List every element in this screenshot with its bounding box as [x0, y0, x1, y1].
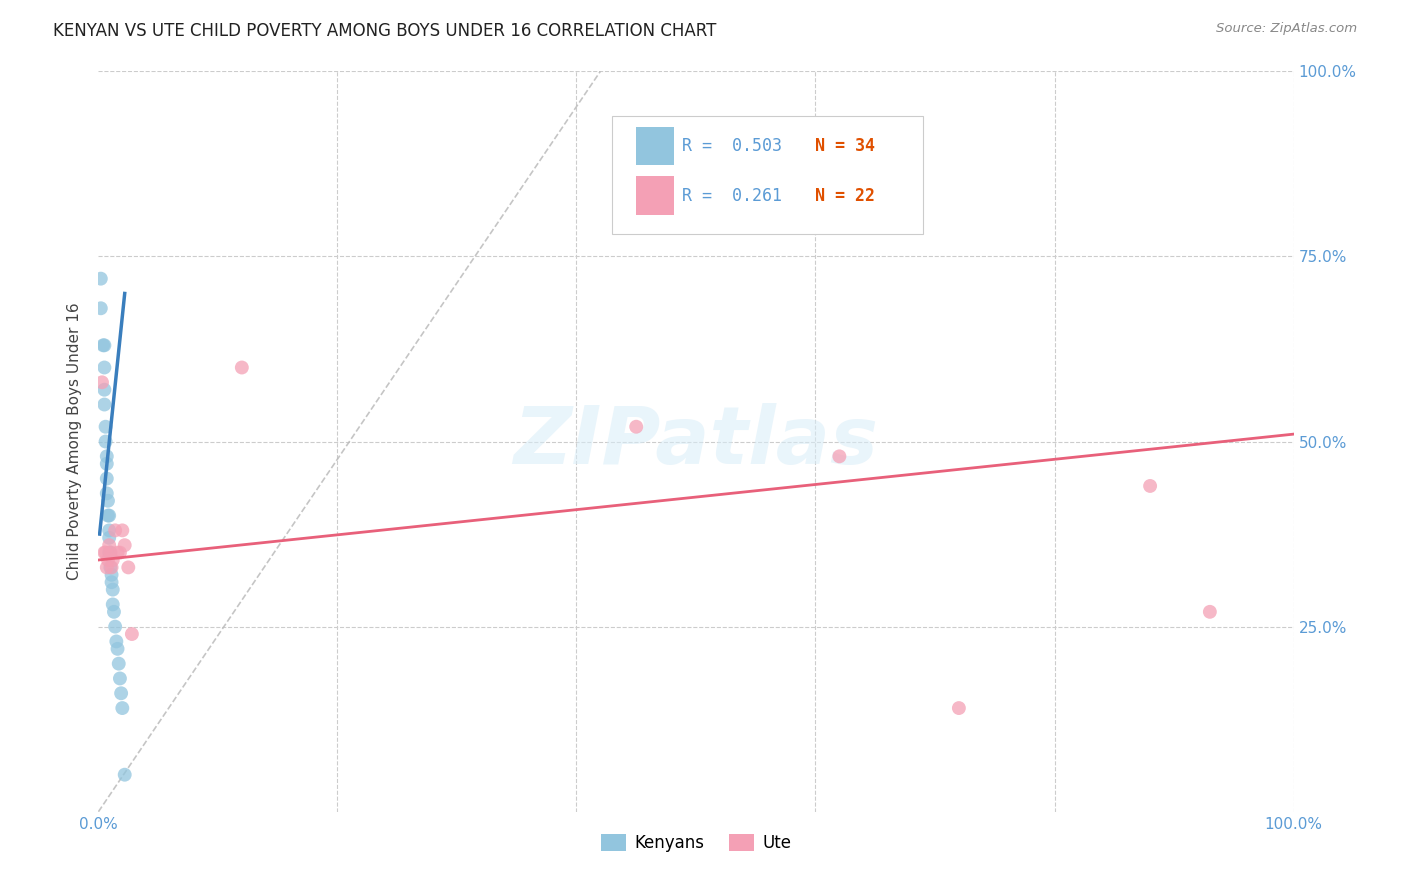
Point: [98, 524, 121, 538]
Text: R =  0.503: R = 0.503: [682, 137, 782, 155]
Text: Source: ZipAtlas.com: Source: ZipAtlas.com: [1216, 22, 1357, 36]
Point: [97, 493, 120, 508]
Point: [98, 560, 122, 574]
Point: [93, 360, 115, 375]
Point: [93, 338, 115, 352]
Point: [111, 701, 134, 715]
Point: [97, 508, 120, 523]
FancyBboxPatch shape: [637, 177, 675, 215]
Point: [94, 434, 117, 449]
Point: [98, 546, 122, 560]
Point: [96, 471, 118, 485]
FancyBboxPatch shape: [637, 127, 675, 165]
Legend: Kenyans, Ute: Kenyans, Ute: [593, 828, 799, 859]
Point: [93, 383, 115, 397]
Point: [1199, 605, 1222, 619]
Point: [111, 524, 134, 538]
Point: [94, 419, 117, 434]
Point: [110, 686, 132, 700]
Point: [91, 376, 114, 390]
Point: [626, 419, 648, 434]
Point: [98, 546, 121, 560]
Point: [96, 560, 118, 574]
Point: [90, 271, 112, 285]
Point: [108, 672, 131, 686]
Point: [107, 657, 129, 671]
Point: [107, 641, 129, 656]
Point: [98, 538, 121, 552]
Point: [96, 450, 118, 464]
Point: [94, 546, 117, 560]
Point: [117, 560, 139, 574]
Point: [828, 450, 851, 464]
Point: [105, 634, 128, 648]
Point: [96, 486, 118, 500]
Point: [114, 767, 136, 781]
Point: [231, 360, 253, 375]
Point: [948, 701, 970, 715]
Point: [101, 598, 124, 612]
Text: N = 34: N = 34: [815, 137, 876, 155]
Point: [101, 582, 124, 597]
Point: [93, 398, 115, 412]
Point: [98, 546, 122, 560]
Text: KENYAN VS UTE CHILD POVERTY AMONG BOYS UNDER 16 CORRELATION CHART: KENYAN VS UTE CHILD POVERTY AMONG BOYS U…: [53, 22, 717, 40]
Point: [101, 553, 124, 567]
Text: ZIPatlas: ZIPatlas: [513, 402, 879, 481]
Point: [114, 538, 136, 552]
Point: [96, 457, 118, 471]
Point: [104, 619, 127, 633]
Point: [98, 508, 121, 523]
Point: [103, 605, 125, 619]
Point: [97, 553, 120, 567]
Point: [93, 546, 115, 560]
Point: [121, 627, 143, 641]
FancyBboxPatch shape: [613, 116, 922, 235]
Point: [100, 567, 122, 582]
Point: [100, 575, 122, 590]
Point: [100, 560, 122, 574]
Point: [104, 524, 127, 538]
Point: [91, 338, 114, 352]
Point: [90, 301, 112, 316]
Point: [108, 546, 131, 560]
Point: [98, 531, 121, 545]
Y-axis label: Child Poverty Among Boys Under 16: Child Poverty Among Boys Under 16: [67, 302, 83, 581]
Point: [107, 546, 129, 560]
Text: N = 22: N = 22: [815, 186, 876, 205]
Text: R =  0.261: R = 0.261: [682, 186, 782, 205]
Point: [1139, 479, 1161, 493]
